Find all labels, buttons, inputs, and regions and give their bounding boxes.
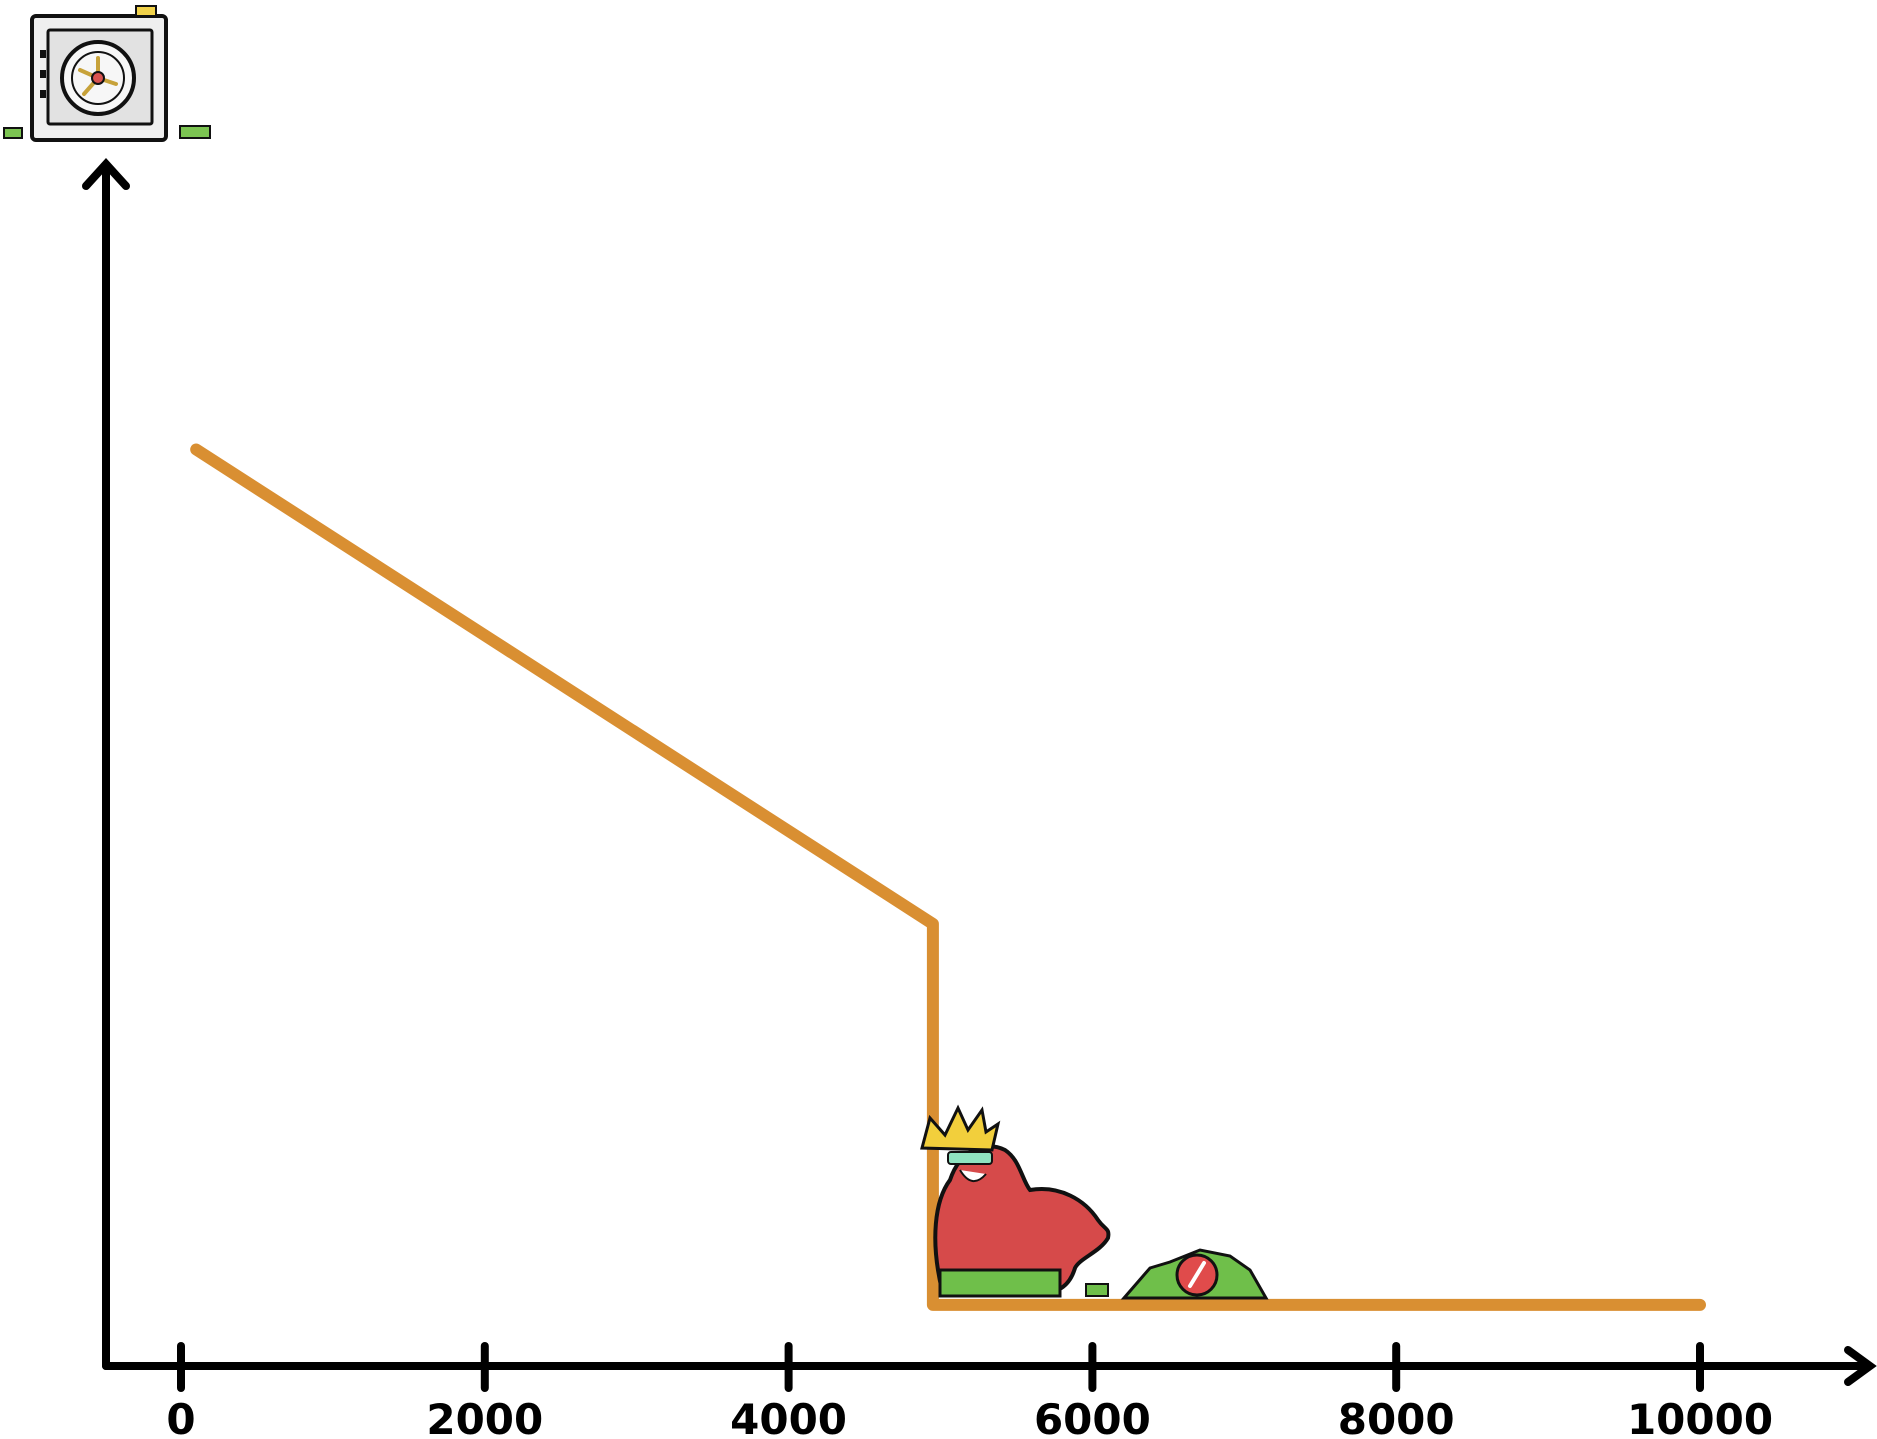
- x-tick-label: 6000: [1034, 1395, 1151, 1439]
- y-axis-arrowhead: [82, 158, 130, 190]
- x-tick-label: 2000: [426, 1395, 543, 1439]
- x-tick-label: 0: [166, 1395, 195, 1439]
- axes: [82, 158, 1877, 1386]
- x-tick-labels: 0 2000 4000 6000 8000 10000: [166, 1395, 1773, 1439]
- x-tick-label: 10000: [1627, 1395, 1773, 1439]
- x-ticks: [177, 1342, 1704, 1392]
- red-king-mascot-icon: [920, 1104, 1111, 1298]
- x-tick-label: 8000: [1338, 1395, 1455, 1439]
- vault-safe-icon: [30, 5, 168, 142]
- x-axis-arrowhead: [1844, 1346, 1877, 1386]
- series-layer: [190, 443, 1706, 1311]
- x-tick-label: 4000: [730, 1395, 847, 1439]
- cash-stack-icon: [3, 125, 211, 139]
- series-line-0: [190, 443, 1706, 1311]
- money-pile-coin-icon: [938, 1248, 1269, 1300]
